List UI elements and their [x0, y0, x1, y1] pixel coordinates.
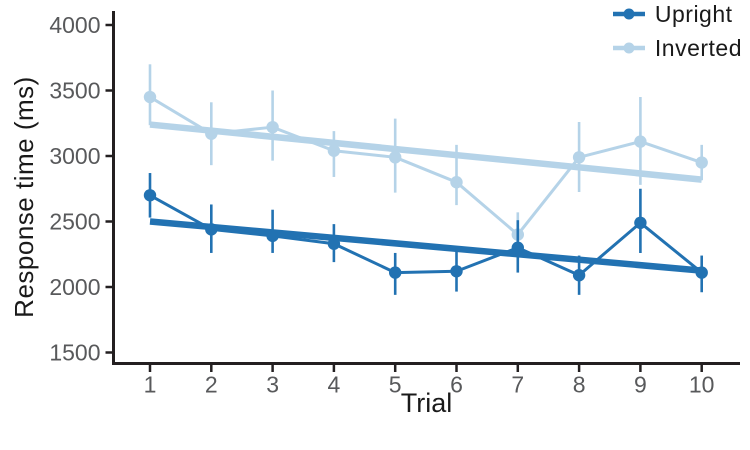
x-tick-label: 5 — [389, 372, 402, 398]
x-tick-label: 3 — [266, 372, 279, 398]
upright-point-1 — [143, 189, 157, 202]
x-tick-label: 1 — [144, 372, 157, 398]
x-tick-label: 2 — [205, 372, 218, 398]
x-tick-label: 4 — [328, 372, 341, 398]
y-tick-label: 2000 — [49, 274, 100, 300]
upright-point-3 — [266, 229, 279, 243]
upright-point-5 — [389, 266, 402, 279]
upright-point-2 — [205, 223, 218, 236]
inverted-point-1 — [143, 90, 157, 104]
x-tick-label: 8 — [573, 372, 586, 398]
x-tick-label: 7 — [511, 372, 524, 398]
inverted-point-10 — [695, 156, 708, 169]
inverted-point-9 — [634, 135, 647, 148]
inverted-point-4 — [327, 144, 341, 157]
y-tick-label: 2500 — [49, 209, 100, 235]
inverted-point-6 — [450, 176, 463, 189]
inverted-point-5 — [389, 151, 402, 164]
upright-point-9 — [634, 216, 647, 230]
legend-item-inverted: Inverted — [612, 31, 742, 65]
upright-point-4 — [327, 237, 341, 250]
legend-label-inverted: Inverted — [654, 34, 742, 61]
inverted-point-2 — [205, 127, 218, 140]
upright-point-10 — [695, 266, 708, 279]
inverted-point-8 — [572, 151, 586, 164]
x-tick-label: 6 — [450, 372, 463, 398]
inverted-line-marker-icon — [612, 42, 645, 54]
y-tick-label: 4000 — [49, 12, 100, 38]
x-tick-label: 9 — [634, 372, 647, 398]
inverted-data-line — [149, 95, 703, 237]
upright-line-marker-icon — [612, 8, 645, 20]
inverted-point-3 — [266, 120, 279, 134]
x-axis-title: Trial — [400, 388, 453, 418]
upright-point-8 — [572, 269, 586, 282]
y-tick-label: 1500 — [49, 340, 100, 366]
legend: Upright Inverted — [612, 0, 742, 65]
x-tick-label: 10 — [689, 372, 715, 398]
upright-point-7 — [511, 241, 524, 254]
legend-label-upright: Upright — [654, 0, 733, 27]
inverted-trend-line — [149, 121, 703, 183]
y-tick-label: 3500 — [49, 78, 100, 104]
upright-trend-line — [149, 218, 702, 274]
legend-item-upright: Upright — [612, 0, 742, 31]
y-axis-title: Response time (ms) — [9, 76, 39, 318]
upright-point-6 — [450, 265, 463, 278]
y-tick-label: 3000 — [49, 143, 100, 169]
